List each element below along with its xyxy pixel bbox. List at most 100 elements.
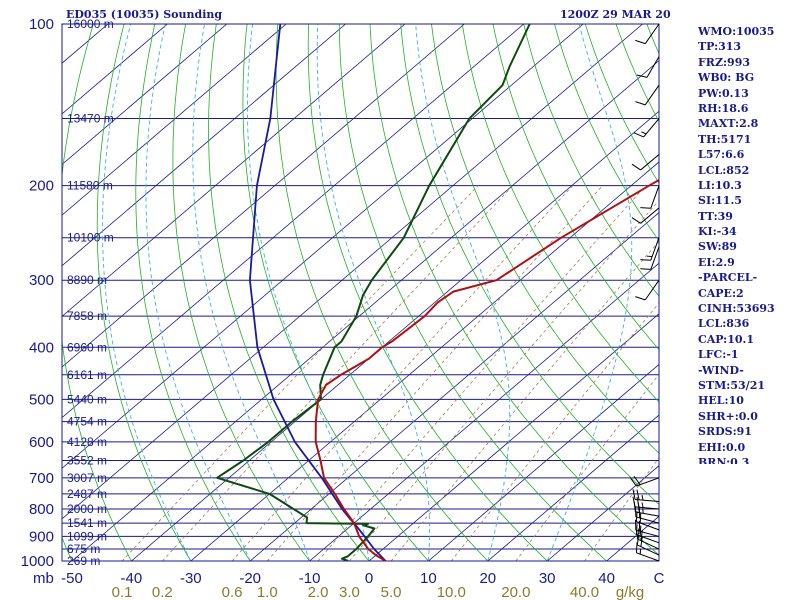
wind-barb-shaft — [650, 185, 660, 209]
temperature-curve — [314, 178, 659, 561]
height-label: 3552 m — [67, 454, 107, 468]
index-item: HEL:10 — [698, 394, 744, 408]
wind-barb-shaft — [640, 207, 660, 224]
index-item: SI:11.5 — [698, 194, 742, 208]
wind-barb-half-flag — [642, 508, 644, 514]
mixing-ratio-line — [121, 185, 479, 561]
index-item: CAPE:2 — [698, 286, 744, 300]
moist-adiabat-line — [546, 24, 633, 561]
dry-adiabat-line — [242, 24, 429, 561]
pressure-tick-label: 100 — [29, 16, 54, 33]
dry-adiabat-line — [0, 24, 1, 561]
wind-barb — [636, 56, 660, 78]
dry-adiabat-line — [96, 24, 192, 561]
isotherm-line — [62, 24, 406, 317]
temperature-tick-label: 40 — [598, 570, 615, 587]
mixing-ratio-line — [317, 185, 646, 561]
index-item: EI:2.9 — [698, 255, 735, 269]
isotherm-line — [249, 212, 659, 561]
height-label: 2487 m — [67, 487, 107, 501]
index-item: SHR+:0.0 — [698, 409, 758, 423]
index-item: EHI:0.0 — [698, 440, 746, 454]
isotherm-line — [62, 24, 584, 469]
index-item: BRN:0.3 — [698, 455, 750, 464]
temperature-tick-label: 20 — [479, 570, 496, 587]
dry-adiabat-line — [369, 24, 659, 556]
isotherm-line — [546, 465, 659, 561]
parcel-curve — [249, 24, 387, 561]
mixing-ratio-unit-label: g/kg — [616, 584, 644, 600]
dry-adiabat-line — [523, 24, 659, 297]
mixing-ratio-label: 10.0 — [437, 584, 466, 600]
isotherm-line — [131, 110, 659, 561]
wind-barb-flag — [635, 39, 646, 45]
mixing-ratio-label: 0.6 — [222, 584, 243, 600]
mixing-ratio-line — [266, 185, 603, 561]
wind-barb-flag — [633, 132, 644, 138]
wind-barb-flag — [635, 524, 638, 535]
temperature-tick-label: -20 — [239, 570, 261, 587]
wind-barb-flag — [639, 525, 642, 537]
wind-barb — [632, 496, 660, 510]
pressure-tick-label: 300 — [29, 272, 54, 289]
sounding-profiles — [216, 24, 659, 561]
index-item: LCL:836 — [698, 317, 750, 331]
index-item: CAP:10.1 — [698, 332, 755, 346]
index-item: STM:53/21 — [698, 378, 765, 392]
index-item: RH:18.6 — [698, 101, 749, 115]
temperature-tick-label: -30 — [180, 570, 202, 587]
index-item: LCL:852 — [698, 163, 750, 177]
moist-adiabat-line — [316, 24, 430, 561]
isotherm-line — [62, 24, 643, 520]
height-label: 4128 m — [67, 435, 107, 449]
mixing-ratio-label: 0.2 — [152, 584, 173, 600]
wind-barb-flag — [635, 296, 646, 301]
dry-adiabat-line — [492, 24, 659, 351]
mixing-ratio-label: 1.0 — [257, 584, 278, 600]
pressure-tick-label: 1000 — [21, 553, 54, 570]
wind-barb — [640, 185, 660, 209]
index-item: FRZ:993 — [698, 55, 751, 69]
isotherm-line — [62, 24, 525, 419]
wind-barb-flag — [636, 496, 640, 508]
dry-adiabat-line — [307, 24, 548, 561]
index-item: LI:10.3 — [698, 178, 742, 192]
temperature-tick-label: -40 — [121, 570, 143, 587]
wind-barb-flag — [629, 477, 637, 487]
mixing-ratio-line — [231, 185, 573, 561]
mixing-ratio-label: 5.0 — [381, 584, 402, 600]
mixing-ratio-label: 2.0 — [308, 584, 329, 600]
pressure-tick-label: 700 — [29, 470, 54, 487]
index-item: L57:6.6 — [698, 148, 745, 162]
station-title: ED035 (10035) Sounding — [66, 8, 223, 21]
wind-barb — [632, 489, 660, 503]
isotherm-line — [309, 262, 659, 561]
dry-adiabat-line — [554, 24, 659, 242]
isotherm-line — [62, 24, 228, 165]
height-label: 2000 m — [67, 502, 107, 516]
moist-adiabat-line — [247, 24, 370, 561]
wind-barb — [629, 475, 660, 487]
wind-barb — [635, 524, 660, 544]
wind-barb-flag — [640, 207, 651, 209]
dry-adiabat-line — [172, 24, 310, 561]
index-item: CINH:53693 — [698, 302, 775, 316]
index-item: WB0: BG — [698, 71, 755, 85]
wind-barb-flag — [631, 217, 641, 224]
index-item: -PARCEL- — [698, 271, 758, 285]
height-label: 6960 m — [67, 340, 107, 354]
height-label: 1541 m — [67, 516, 107, 530]
index-item: PW:0.13 — [698, 86, 749, 100]
pressure-tick-label: 200 — [29, 178, 54, 195]
index-item: TP:313 — [698, 40, 742, 54]
temperature-unit-label: C — [654, 570, 665, 587]
wind-barb-shaft — [635, 498, 660, 503]
temperature-tick-label: 0 — [365, 570, 373, 587]
index-item: SW:89 — [698, 240, 737, 254]
moist-adiabat-line — [415, 24, 511, 561]
height-label: 4754 m — [67, 415, 107, 429]
mixing-ratio-line — [390, 240, 659, 561]
wind-barb — [635, 23, 660, 45]
